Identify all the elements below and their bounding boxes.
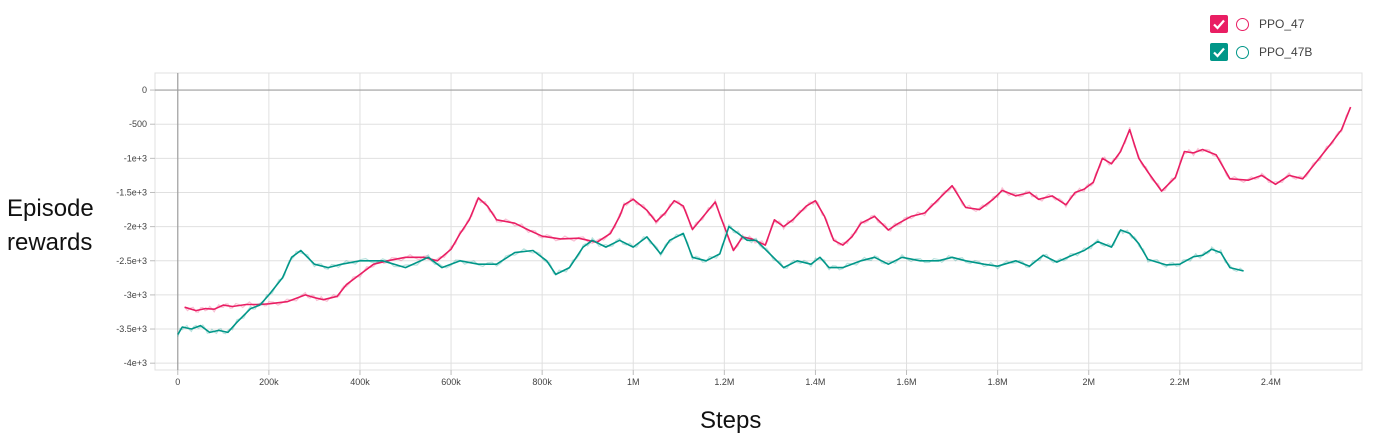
x-tick-label: 600k	[441, 377, 461, 387]
y-tick-label: -1e+3	[124, 153, 147, 163]
y-tick-label: -3.5e+3	[116, 324, 147, 334]
tick-labels: 0 200k 400k 600k 800k 1M 1.2M 1.4M 1.6M 1.8M 2M 2.2…	[116, 85, 1281, 387]
y-tick-label: -3e+3	[124, 290, 147, 300]
x-tick-label: 2.4M	[1261, 377, 1281, 387]
circle-icon	[1236, 17, 1249, 31]
y-tick-label: -500	[129, 119, 147, 129]
legend-label: PPO_47B	[1259, 45, 1313, 59]
circle-icon	[1236, 45, 1249, 59]
grid	[150, 72, 1363, 375]
y-tick-label: -4e+3	[124, 358, 147, 368]
series-line-ppo-47b	[177, 225, 1244, 335]
legend-label: PPO_47	[1259, 17, 1305, 31]
x-tick-label: 1.2M	[714, 377, 734, 387]
x-axis-label: Steps	[700, 407, 762, 434]
series-group	[177, 106, 1352, 337]
series-raw-line	[177, 223, 1244, 337]
x-tick-label: 400k	[350, 377, 370, 387]
series-line-ppo-47	[184, 106, 1352, 312]
x-tick-label: 1M	[627, 377, 640, 387]
checkbox-icon[interactable]	[1210, 43, 1228, 61]
x-tick-label: 2M	[1082, 377, 1095, 387]
y-tick-label: -2.5e+3	[116, 256, 147, 266]
y-tick-label: -2e+3	[124, 222, 147, 232]
x-tick-label: 1.8M	[988, 377, 1008, 387]
legend: PPO_47 PPO_47B	[1210, 10, 1312, 66]
x-tick-label: 1.6M	[897, 377, 917, 387]
legend-item-ppo-47b[interactable]: PPO_47B	[1210, 38, 1312, 66]
x-tick-label: 2.2M	[1170, 377, 1190, 387]
x-tick-label: 200k	[259, 377, 279, 387]
x-tick-label: 1.4M	[805, 377, 825, 387]
y-tick-label: 0	[142, 85, 147, 95]
y-axis-label: Episode rewards	[7, 195, 94, 256]
legend-item-ppo-47[interactable]: PPO_47	[1210, 10, 1312, 38]
y-tick-label: -1.5e+3	[116, 187, 147, 197]
x-tick-label: 800k	[532, 377, 552, 387]
x-tick-label: 0	[175, 377, 180, 387]
checkbox-icon[interactable]	[1210, 15, 1228, 33]
plot-frame	[154, 72, 1363, 371]
axes	[155, 73, 1362, 370]
